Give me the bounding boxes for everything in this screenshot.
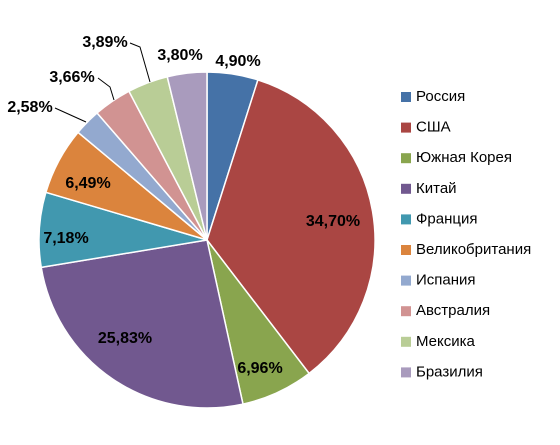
legend-label-6: Великобритания <box>416 241 531 258</box>
pie-slices <box>38 71 376 409</box>
legend-swatch-10 <box>401 367 411 378</box>
data-label-2: 34,70% <box>306 213 360 230</box>
legend-label-3: Южная Корея <box>416 149 512 166</box>
legend-swatch-9 <box>401 336 411 347</box>
leader-lines <box>54 42 151 123</box>
pie-slice-4 <box>40 239 244 409</box>
leader-line-8 <box>97 77 115 101</box>
leader-line-7 <box>54 107 87 123</box>
pie-slice-2 <box>206 78 376 375</box>
legend-label-5: Франция <box>416 210 477 227</box>
legend-label-9: Мексика <box>416 333 476 350</box>
legend-swatch-7 <box>401 275 411 286</box>
leader-line-9 <box>129 42 151 83</box>
legend-swatch-2 <box>401 122 411 133</box>
data-label-1: 4,90% <box>215 53 260 70</box>
data-label-5: 7,18% <box>43 230 88 247</box>
data-label-7: 2,58% <box>7 99 52 116</box>
legend-swatch-6 <box>401 245 411 255</box>
data-label-6: 6,49% <box>65 175 110 192</box>
data-label-3: 6,96% <box>237 360 282 377</box>
legend-swatch-3 <box>401 153 411 164</box>
data-label-4: 25,83% <box>98 330 152 347</box>
data-labels: 4,90% 34,70% 6,96% 25,83% 7,18% 6,49% 2,58% 3,6… <box>7 34 360 377</box>
legend-label-4: Китай <box>416 180 457 197</box>
legend-label-10: Бразилия <box>416 363 483 380</box>
legend-swatch-1 <box>401 92 411 102</box>
data-label-8: 3,66% <box>49 69 94 86</box>
legend-swatch-5 <box>401 214 411 225</box>
legend-label-1: Россия <box>416 88 465 105</box>
data-label-9: 3,89% <box>82 34 127 51</box>
pie-slice-10 <box>166 71 208 241</box>
legend-swatch-8 <box>401 306 411 317</box>
legend-label-7: Испания <box>416 272 476 289</box>
legend: Россия США Южная Корея Китай Франция Великобр… <box>401 88 531 380</box>
legend-label-8: Австралия <box>416 302 490 319</box>
data-label-10: 3,80% <box>157 47 202 64</box>
legend-label-2: США <box>416 119 451 136</box>
legend-swatch-4 <box>401 183 411 194</box>
